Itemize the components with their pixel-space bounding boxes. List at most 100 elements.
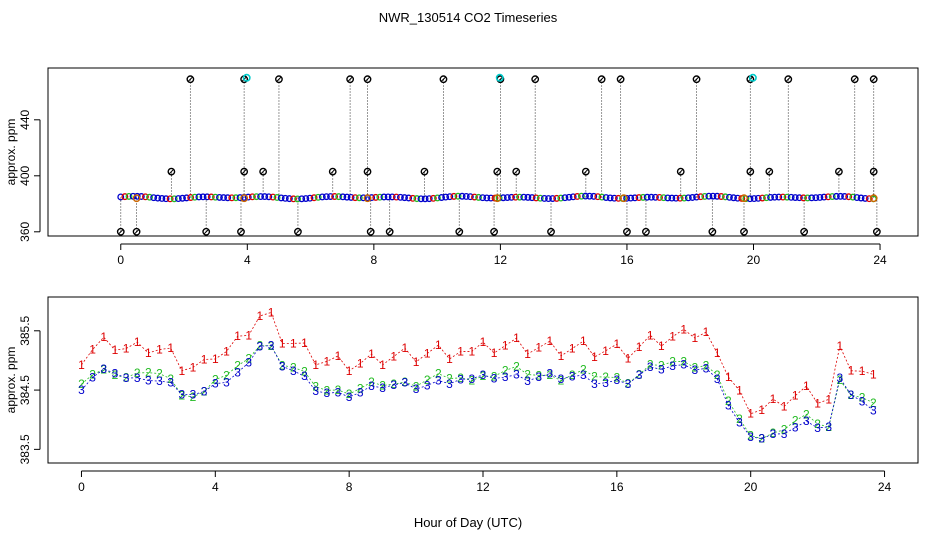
series-2-point: 2 <box>290 360 297 374</box>
baseline-point <box>828 193 836 200</box>
series-3-point: 3 <box>613 373 620 387</box>
baseline-point <box>401 194 408 202</box>
bottom-x-tick-label: 24 <box>878 480 892 494</box>
baseline-point <box>651 193 659 201</box>
baseline-point <box>841 193 849 200</box>
series-3-point: 3 <box>234 366 241 380</box>
series-2-point: 2 <box>134 366 141 380</box>
top-x-tick-label: 20 <box>747 253 761 267</box>
bottom-x-tick-label: 20 <box>744 480 758 494</box>
series-2-point: 2 <box>446 372 453 386</box>
baseline-point <box>207 193 215 201</box>
spike-point-slash <box>276 76 282 82</box>
spike-point <box>835 167 843 176</box>
spike-point-slash <box>766 169 772 175</box>
series-2-point: 2 <box>647 358 654 372</box>
series-3-point: 3 <box>100 362 107 376</box>
spike-point-slash <box>599 76 605 82</box>
baseline-point <box>787 193 795 201</box>
baseline-point <box>331 193 339 200</box>
baseline-point <box>236 194 244 202</box>
series-2-point: 2 <box>669 355 676 369</box>
spike-point <box>547 227 555 236</box>
baseline-point <box>816 193 824 201</box>
baseline-point <box>199 193 207 201</box>
baseline-point <box>125 192 133 200</box>
baseline-point <box>244 193 252 201</box>
baseline-point <box>368 194 376 202</box>
spike-point-slash <box>330 169 336 175</box>
series-3-point: 3 <box>669 359 676 373</box>
spike-point-slash <box>643 229 649 235</box>
series-3-point: 3 <box>435 374 442 388</box>
baseline-point <box>767 193 775 201</box>
baseline-point <box>791 194 799 201</box>
series-2-point: 2 <box>100 362 107 376</box>
series-1-point: 1 <box>636 340 643 354</box>
baseline-point <box>314 193 322 201</box>
spike-point <box>740 227 748 236</box>
spike-point-slash <box>678 169 684 175</box>
series-3-point: 3 <box>346 390 353 404</box>
series-3-point: 3 <box>312 384 319 398</box>
series-1-point: 1 <box>747 407 754 421</box>
series-1-point: 1 <box>279 336 286 350</box>
baseline-point <box>137 193 145 200</box>
bottom-x-tick-label: 12 <box>476 480 490 494</box>
baseline-flag-point <box>869 194 878 203</box>
baseline-point <box>285 195 293 203</box>
spike-point <box>346 75 355 84</box>
series-1-point: 1 <box>770 392 777 406</box>
spike-point-slash <box>134 229 140 235</box>
series-1-point: 1 <box>89 343 96 357</box>
baseline-point <box>396 193 404 201</box>
spike-point <box>692 75 701 84</box>
series-1-point: 1 <box>413 355 420 369</box>
series-2-point: 2 <box>145 366 152 380</box>
baseline-point <box>582 192 589 200</box>
series-1-point: 1 <box>290 336 297 350</box>
spike-point <box>439 75 448 84</box>
baseline-point <box>684 194 692 202</box>
baseline-point <box>302 195 310 202</box>
series-1-point: 1 <box>201 352 208 366</box>
baseline-point <box>429 194 437 202</box>
series-2-line <box>81 345 874 440</box>
series-1-point: 1 <box>435 338 442 352</box>
baseline-flag-point <box>363 194 372 203</box>
baseline-point <box>697 193 705 201</box>
baseline-point <box>322 193 330 201</box>
series-1-point: 1 <box>580 334 587 348</box>
baseline-point <box>261 193 269 201</box>
baseline-point <box>466 193 474 201</box>
spike-point <box>363 167 372 176</box>
series-1-point: 1 <box>680 322 687 336</box>
baseline-point <box>154 194 162 202</box>
baseline-point <box>656 194 663 201</box>
baseline-point <box>693 193 700 201</box>
baseline-point <box>725 193 733 201</box>
series-2-point: 2 <box>591 370 598 384</box>
baseline-point <box>191 193 199 201</box>
baseline-point <box>294 195 302 203</box>
baseline-point <box>849 193 857 201</box>
spike-point <box>455 227 464 236</box>
spike-point <box>294 227 302 236</box>
spike-point-slash <box>709 229 715 235</box>
series-1-point: 1 <box>357 356 364 370</box>
highlight-point <box>748 73 757 82</box>
series-1-point: 1 <box>268 305 275 319</box>
baseline-point <box>224 194 232 202</box>
baseline-point <box>220 194 228 202</box>
top-axes: 0 4 8 12 16 20 24 360 400 440 <box>18 109 887 267</box>
baseline-point <box>454 192 462 200</box>
series-3-point: 3 <box>357 385 364 399</box>
baseline-point <box>298 195 306 203</box>
spike-point <box>708 227 717 236</box>
baseline-point <box>384 193 392 201</box>
spike-point <box>493 167 502 176</box>
baseline-point <box>598 193 606 201</box>
series-3-point: 3 <box>524 374 531 388</box>
top-x-tick-label: 8 <box>371 253 378 267</box>
